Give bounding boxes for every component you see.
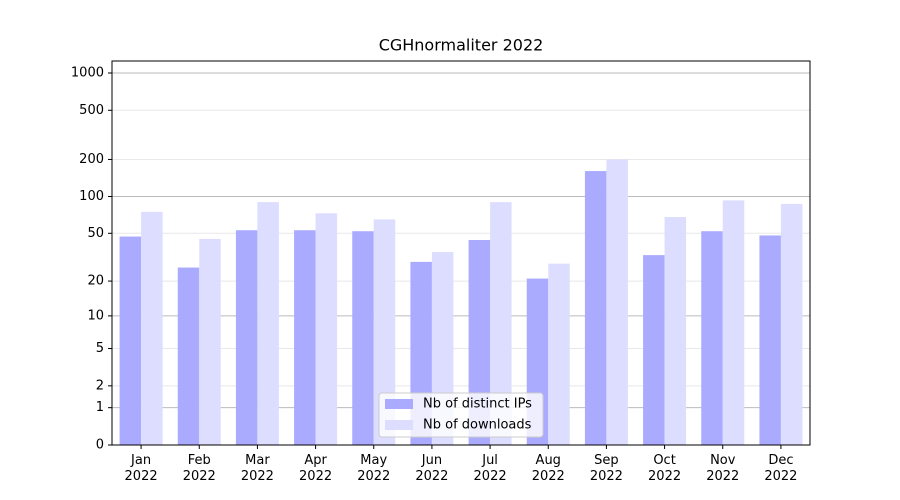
bar <box>701 231 723 445</box>
bar <box>643 255 665 445</box>
bar <box>584 171 607 446</box>
y-tick-label: 0 <box>96 438 104 453</box>
x-tick-label: Jul 2022 <box>473 453 507 484</box>
bar <box>294 230 316 445</box>
y-tick-label: 50 <box>87 226 104 241</box>
y-tick-label: 200 <box>79 152 104 167</box>
bar <box>780 203 803 445</box>
y-tick-label: 20 <box>87 274 104 289</box>
x-tick-label: Sep 2022 <box>589 453 623 484</box>
y-tick-label: 1000 <box>71 66 104 81</box>
legend-label: Nb of distinct IPs <box>423 397 532 412</box>
bar <box>177 267 200 445</box>
x-tick-label: Aug 2022 <box>531 453 565 484</box>
x-tick-label: May 2022 <box>357 453 391 484</box>
bar <box>119 236 142 445</box>
x-tick-label: Mar 2022 <box>240 453 274 484</box>
legend-swatch <box>385 399 413 409</box>
bar <box>352 231 374 445</box>
y-tick-label: 500 <box>79 103 104 118</box>
x-tick-label: Jun 2022 <box>415 453 449 484</box>
bar <box>373 219 396 445</box>
bar <box>759 235 781 445</box>
x-tick-label: Nov 2022 <box>706 453 740 484</box>
legend-swatch <box>385 420 413 430</box>
y-tick-label: 10 <box>87 308 104 323</box>
bar <box>722 200 745 445</box>
x-tick-label: Jan 2022 <box>124 453 158 484</box>
bar <box>235 230 258 445</box>
x-tick-label: Feb 2022 <box>182 453 216 484</box>
bar <box>199 238 221 445</box>
x-tick-label: Oct 2022 <box>648 453 682 484</box>
bar <box>548 263 570 445</box>
bar <box>664 217 687 445</box>
y-tick-label: 1 <box>96 400 104 415</box>
x-tick-label: Dec 2022 <box>764 453 798 484</box>
x-tick-label: Apr 2022 <box>299 453 333 484</box>
bar <box>141 211 163 445</box>
y-tick-label: 5 <box>96 341 104 356</box>
grid <box>112 72 810 446</box>
legend: Nb of distinct IPs Nb of downloads <box>378 392 544 438</box>
legend-box <box>378 392 544 438</box>
bar <box>315 213 338 445</box>
y-tick-label: 100 <box>79 189 104 204</box>
legend-label: Nb of downloads <box>423 418 532 433</box>
y-tick-label: 2 <box>96 378 104 393</box>
chart-title: CGHnormaliter 2022 <box>379 36 544 55</box>
bar <box>490 202 512 445</box>
plot-frame <box>111 60 811 446</box>
bar <box>606 159 628 445</box>
bar <box>257 202 279 445</box>
